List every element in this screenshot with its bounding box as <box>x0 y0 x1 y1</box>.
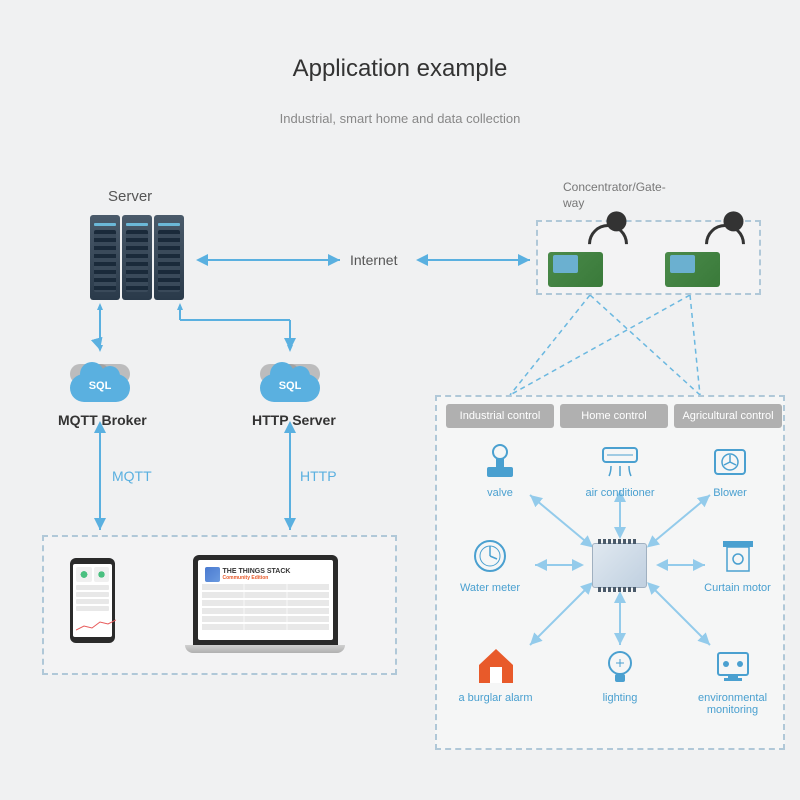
server-label: Server <box>108 188 152 205</box>
cat-home: Home control <box>560 404 668 428</box>
phone-icon <box>70 558 115 643</box>
curtain-icon <box>717 535 759 577</box>
laptop-icon: THE THINGS STACK Community Edition <box>185 555 345 655</box>
cat-industrial: Industrial control <box>446 404 554 428</box>
internet-label: Internet <box>350 252 397 268</box>
gateway-device-1-icon <box>548 232 618 287</box>
mqtt-broker-label: MQTT Broker <box>58 412 147 428</box>
ac-icon <box>599 440 641 482</box>
mqtt-protocol-label: MQTT <box>112 468 152 484</box>
device-lighting: lighting <box>580 645 660 704</box>
module-chip-icon <box>592 543 647 588</box>
gateway-label: Concentrator/Gate- way <box>563 180 666 211</box>
device-ac: air conditioner <box>570 440 670 499</box>
device-curtain: Curtain motor <box>690 535 785 594</box>
device-alarm: a burglar alarm <box>448 645 543 704</box>
server-rack-icon <box>90 215 184 300</box>
http-protocol-label: HTTP <box>300 468 337 484</box>
bulb-icon <box>599 645 641 687</box>
http-server-label: HTTP Server <box>252 412 336 428</box>
device-valve: valve <box>460 440 540 499</box>
device-blower: Blower <box>690 440 770 499</box>
http-cloud-icon: SQL <box>260 362 320 402</box>
device-water: Water meter <box>445 535 535 594</box>
device-env: environmental monitoring <box>680 645 785 716</box>
monitor-icon <box>712 645 754 687</box>
valve-icon <box>479 440 521 482</box>
mqtt-cloud-icon: SQL <box>70 362 130 402</box>
water-meter-icon <box>469 535 511 577</box>
gateway-device-2-icon <box>665 232 735 287</box>
alarm-icon <box>475 645 517 687</box>
blower-icon <box>709 440 751 482</box>
cat-agri: Agricultural control <box>674 404 782 428</box>
